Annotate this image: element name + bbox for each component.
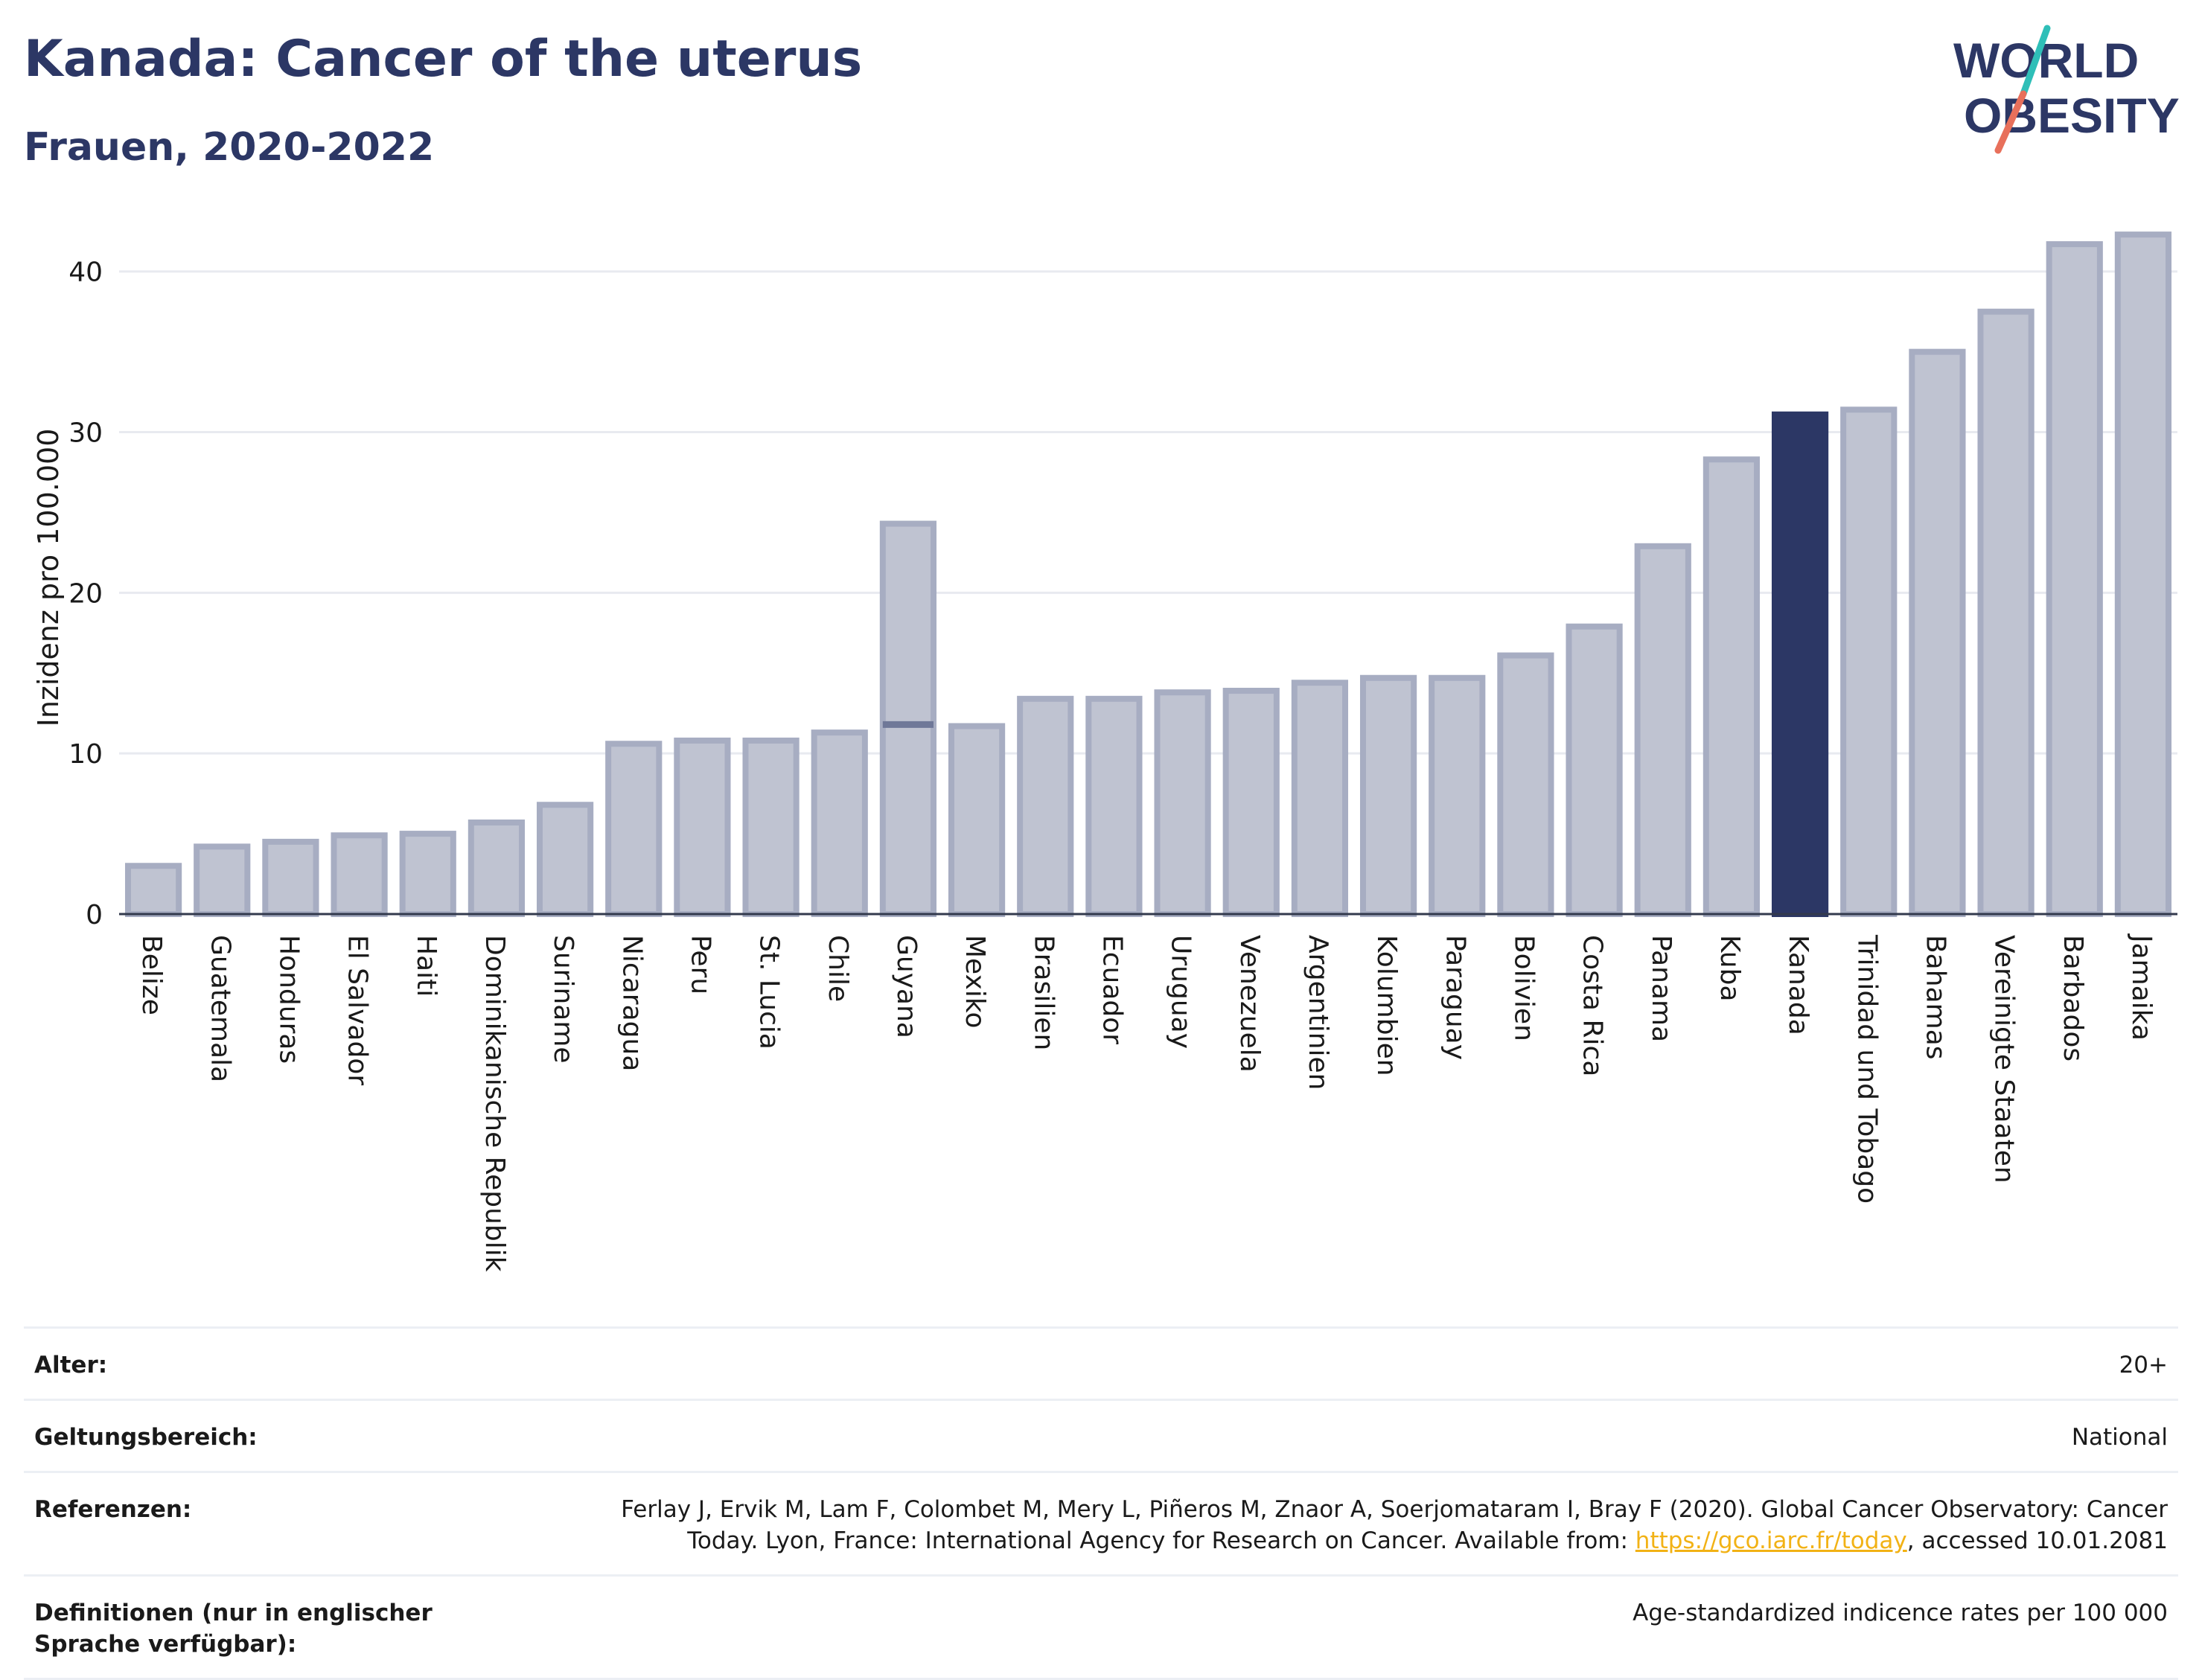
bar-suriname <box>536 802 594 917</box>
x-tick-label: Honduras <box>273 935 304 1064</box>
grid-lines <box>119 270 2177 755</box>
bar-belize <box>124 863 182 918</box>
x-tick-label: Costa Rica <box>1577 935 1608 1076</box>
meta-value: Age-standardized indicence rates per 100… <box>551 1574 2178 1680</box>
meta-row-definitions: Definitionen (nur in englischer Sprache … <box>24 1574 2178 1680</box>
bar-peru <box>674 737 731 918</box>
reference-accessed: , accessed 10.01.2081 <box>1906 1527 2168 1554</box>
x-tick-label: Brasilien <box>1028 935 1059 1050</box>
x-tick-label: Nicaragua <box>616 935 647 1071</box>
x-tick-label: St. Lucia <box>754 935 785 1050</box>
bar-mexiko <box>948 723 1006 917</box>
bar-st-lucia <box>742 737 800 918</box>
bar-vereinigte-staaten <box>1977 308 2035 917</box>
x-tick-label: Mexiko <box>960 935 990 1028</box>
x-tick-label: Suriname <box>548 935 578 1064</box>
bar-costa-rica <box>1566 623 1623 917</box>
metadata-table: Alter: 20+ Geltungsbereich: National Ref… <box>24 1326 2178 1680</box>
logo-slash-teal <box>2020 25 2051 98</box>
x-tick-label: Ecuador <box>1097 935 1127 1044</box>
x-tick-label: Kuba <box>1714 935 1745 1002</box>
bar-brasilien <box>1017 695 1074 918</box>
x-tick-label: Peru <box>685 935 715 994</box>
bar-bahamas <box>1909 348 1966 917</box>
bar-jamaika <box>2114 231 2172 917</box>
logo-slash-coral <box>1994 90 2027 154</box>
bar-argentinien <box>1291 680 1349 917</box>
x-tick-label: Chile <box>823 935 853 1002</box>
y-tick-label: 40 <box>68 258 103 288</box>
x-tick-label: Dominikanische Republik <box>479 935 510 1272</box>
x-axis-labels: Belize Guatemala Honduras El Salvador Haiti D… <box>136 933 2157 1272</box>
chart-subtitle: Frauen, 2020-2022 <box>24 125 435 170</box>
reference-link[interactable]: https://gco.iarc.fr/today <box>1635 1527 1907 1554</box>
x-tick-label: Uruguay <box>1166 935 1196 1049</box>
x-tick-label: Panama <box>1646 935 1676 1042</box>
meta-value: Ferlay J, Ervik M, Lam F, Colombet M, Me… <box>551 1471 2178 1576</box>
x-tick-label: Belize <box>136 935 167 1015</box>
bar-barbados <box>2046 241 2103 918</box>
meta-label: Referenzen: <box>24 1471 551 1576</box>
x-tick-label: Vereinigte Staaten <box>1989 935 2020 1184</box>
world-obesity-logo: WORLD OBESITY <box>1953 25 2180 154</box>
x-tick-label: Bolivien <box>1508 935 1539 1041</box>
x-tick-label: El Salvador <box>342 935 373 1085</box>
bar-el-salvador <box>331 832 388 918</box>
x-tick-label: Bahamas <box>1920 935 1950 1060</box>
y-axis-label: Inzidenz pro 100.000 <box>32 429 65 727</box>
y-tick-label: 30 <box>68 418 103 449</box>
x-tick-label: Haiti <box>411 935 441 997</box>
y-axis-ticks: 0 10 20 30 40 <box>68 258 103 930</box>
x-tick-label: Barbados <box>2058 935 2088 1061</box>
bar-honduras <box>262 838 319 917</box>
bar-haiti <box>399 831 456 917</box>
bar-chart: 0 10 20 30 40 Belize Guatemala Honduras El Salv… <box>32 231 2177 1272</box>
meta-row-scope: Geltungsbereich: National <box>24 1399 2178 1472</box>
x-tick-label: Kanada <box>1783 935 1813 1035</box>
meta-value: 20+ <box>551 1326 2178 1400</box>
bar-kanada <box>1771 411 1829 917</box>
meta-label: Alter: <box>24 1326 551 1400</box>
x-tick-label: Argentinien <box>1303 935 1333 1090</box>
x-tick-label: Jamaika <box>2126 933 2157 1041</box>
bar-guyana <box>879 520 937 917</box>
bar-kuba <box>1702 456 1761 917</box>
bar-paraguay <box>1429 674 1486 917</box>
y-tick-label: 20 <box>68 578 103 609</box>
bar-panama <box>1634 543 1691 918</box>
x-tick-label: Paraguay <box>1440 935 1470 1060</box>
y-tick-label: 10 <box>68 739 103 770</box>
bar-venezuela <box>1222 688 1280 917</box>
x-tick-label: Venezuela <box>1234 935 1265 1073</box>
bar-kolumbien <box>1359 674 1417 917</box>
meta-label: Definitionen (nur in englischer Sprache … <box>24 1574 551 1680</box>
bar-bolivien <box>1497 652 1554 918</box>
bar-dominikanische-republik <box>467 819 526 918</box>
y-tick-label: 0 <box>86 900 103 930</box>
x-tick-label: Guyana <box>891 935 922 1038</box>
bar-ecuador <box>1085 695 1143 918</box>
bar-uruguay <box>1154 689 1211 917</box>
meta-label: Geltungsbereich: <box>24 1399 551 1472</box>
bar-nicaragua <box>605 741 663 917</box>
logo-line-2: OBESITY <box>1964 88 2180 143</box>
x-tick-label: Guatemala <box>205 935 235 1082</box>
meta-row-references: Referenzen: Ferlay J, Ervik M, Lam F, Co… <box>24 1471 2178 1576</box>
meta-value: National <box>551 1399 2178 1472</box>
bar-trinidad-und-tobago <box>1840 406 1898 917</box>
x-tick-label: Kolumbien <box>1371 935 1402 1076</box>
logo-line-1: WORLD <box>1953 33 2139 88</box>
bars <box>119 231 2177 918</box>
bar-chile <box>811 729 868 918</box>
x-tick-label: Trinidad und Tobago <box>1851 934 1882 1204</box>
reference-text: Ferlay J, Ervik M, Lam F, Colombet M, Me… <box>621 1496 2168 1554</box>
chart-title: Kanada: Cancer of the uterus <box>24 30 863 89</box>
bar-guatemala <box>194 843 251 918</box>
meta-row-age: Alter: 20+ <box>24 1326 2178 1400</box>
